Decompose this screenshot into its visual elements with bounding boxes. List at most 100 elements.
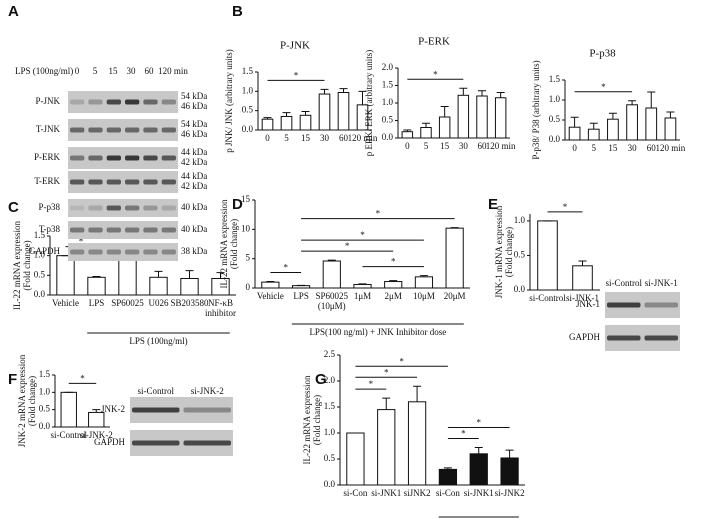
bar [299, 114, 312, 131]
error-bar [608, 112, 617, 120]
kda-label: 42 kDa [181, 181, 207, 191]
blot-band [143, 205, 158, 211]
blot-band [88, 155, 103, 161]
error-bar [389, 280, 398, 282]
blot-band [143, 249, 158, 255]
x-tick-label: NF-κB inhibitor [205, 298, 236, 318]
bar [87, 276, 106, 296]
blot-band [88, 227, 103, 233]
x-tick-label: 15 [608, 143, 618, 153]
lane-label: si-Control [605, 278, 642, 288]
y-tick-label: 0 [246, 282, 251, 292]
y-tick-label: 0.5 [324, 453, 336, 463]
lane-label: 30 [127, 66, 137, 76]
kda-label: 46 kDa [181, 101, 207, 111]
x-tick-label: 2μM [385, 291, 402, 301]
blot-band [70, 155, 85, 161]
bar [291, 285, 311, 289]
y-tick-label: 2.0 [382, 62, 394, 72]
chart-title: P-p38 [589, 48, 616, 60]
chart-title: P-JNK [280, 40, 310, 52]
blot-strip [68, 119, 178, 141]
y-tick-label: 1.0 [242, 85, 254, 95]
error-bar [443, 467, 452, 470]
bar [353, 283, 372, 289]
bar [322, 260, 341, 289]
y-axis-label: IL-22 mRNA expression(Fold change) [302, 375, 322, 464]
x-tick-label: Vehicle [52, 298, 79, 308]
error-bar [301, 110, 310, 116]
y-tick-label: 1.5 [34, 230, 46, 240]
error-bar [282, 112, 291, 117]
blot-strip [68, 171, 178, 193]
x-tick-label: si-JNK-1 [566, 293, 599, 303]
blot-band [88, 205, 103, 211]
blot-band [70, 249, 85, 255]
blot-band [125, 99, 140, 105]
x-tick-label: 1μM [354, 291, 371, 301]
lane-label: si-JNK-1 [645, 278, 678, 288]
y-tick-label: 15 [241, 194, 251, 204]
blot-row-label: GAPDH [29, 246, 61, 256]
y-axis-label: P-p38/ P38 (arbitrary units) [531, 60, 541, 159]
blot-band [88, 249, 103, 255]
chart-title: P-ERK [418, 36, 450, 48]
x-tick-label: 5 [284, 133, 289, 143]
blot-row-label: P-ERK [34, 152, 61, 162]
blot-strip [68, 221, 178, 239]
x-tick-label: 5 [592, 143, 597, 153]
kda-label: 54 kDa [181, 91, 207, 101]
blot-band [125, 227, 140, 233]
error-bar [358, 283, 367, 285]
axis [254, 200, 470, 289]
panel-label: A [8, 3, 19, 20]
y-axis-label: JNK-2 mRNA expression(Fold change) [17, 354, 37, 447]
panel-label: G [315, 371, 327, 388]
significance-star: * [79, 237, 84, 247]
blot-band [161, 99, 176, 105]
x-tick-label: 0 [572, 143, 577, 153]
x-tick-label: 60 [339, 133, 349, 143]
bar [414, 276, 434, 289]
bar [494, 97, 507, 139]
bar [572, 265, 593, 291]
blot-band [106, 227, 121, 233]
lane-label: 120 min [158, 66, 188, 76]
blot-row-label: P-p38 [38, 202, 60, 212]
significance-star: * [360, 230, 365, 240]
blot-band [607, 302, 641, 308]
x-tick-label: si-Con [436, 488, 461, 498]
bar [60, 391, 77, 428]
y-tick-label: 0.0 [514, 284, 526, 294]
blot-band [88, 179, 103, 185]
y-tick-label: 1.5 [242, 66, 254, 76]
blot-band [125, 155, 140, 161]
blot-band [70, 205, 85, 211]
blot-band [106, 249, 121, 255]
bar [568, 126, 581, 141]
error-bar [628, 100, 637, 105]
blot-band [125, 249, 140, 255]
blot-band [106, 99, 121, 105]
blot-header: LPS (100ng/ml) [15, 66, 73, 76]
lane-label: 0 [75, 66, 80, 76]
x-tick-label: si-JNK1 [464, 488, 494, 498]
y-tick-label: 10 [241, 223, 251, 233]
lane-label: 15 [109, 66, 119, 76]
kda-label: 40 kDa [181, 202, 207, 212]
kda-label: 38 kDa [181, 246, 207, 256]
kda-label: 42 kDa [181, 157, 207, 167]
error-bar [263, 117, 272, 120]
bar [607, 118, 619, 141]
blot-strip [68, 147, 178, 169]
error-bar [413, 385, 422, 402]
bar [401, 131, 414, 139]
error-bar [459, 87, 468, 96]
blot-band [70, 227, 85, 233]
blot-band [125, 127, 140, 133]
bar [469, 453, 488, 486]
blot-band [106, 205, 121, 211]
blot-band [70, 127, 85, 133]
blot-band [143, 227, 158, 233]
